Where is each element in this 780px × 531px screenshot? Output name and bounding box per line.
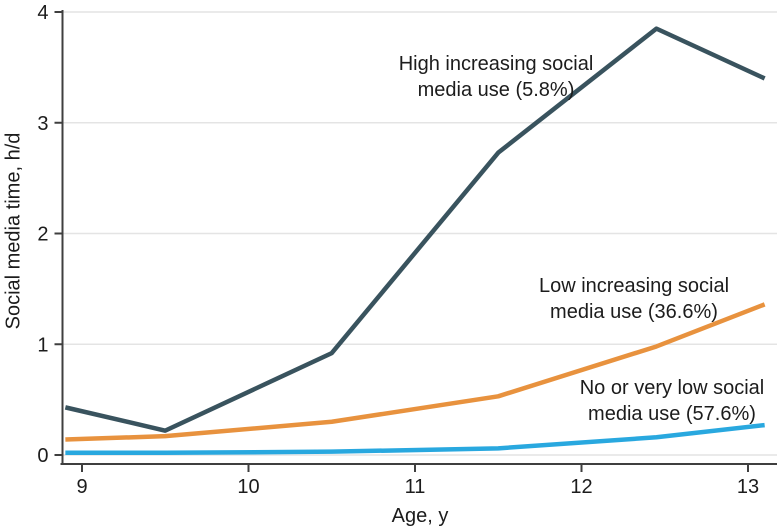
annotation-text-line: media use (36.6%) [550,301,718,323]
x-tick-label: 10 [237,476,259,498]
y-tick-label: 2 [37,224,48,246]
series-line-high-increasing [64,26,766,433]
annotation-low-increasing: Low increasing social media use (36.6%) [539,273,729,325]
x-tick-label: 12 [570,476,592,498]
y-tick-label: 4 [37,2,48,24]
y-tick-label: 1 [37,334,48,356]
annotation-no-or-very-low: No or very low social media use (57.6%) [580,375,765,427]
x-tick-label: 13 [737,476,759,498]
annotation-text-line: High increasing social [398,53,594,75]
series-line-no-or-very-low [65,422,765,456]
y-axis-title: Social media time, h/d [2,132,25,330]
annotation-text-line: media use (57.6%) [588,403,756,425]
annotation-text-line: media use (5.8%) [417,79,575,101]
y-tick-label: 3 [37,113,48,135]
annotation-text-line: Low increasing social [538,275,730,297]
annotation-text-line: No or very low social [579,377,765,399]
series-line-low-increasing [65,302,766,442]
annotation-high-increasing: High increasing social media use (5.8%) [399,51,594,103]
x-tick-label: 9 [76,476,87,498]
x-tick-label: 11 [405,476,426,498]
x-axis-title: Age, y [391,505,449,527]
y-tick-label: 0 [37,445,48,467]
